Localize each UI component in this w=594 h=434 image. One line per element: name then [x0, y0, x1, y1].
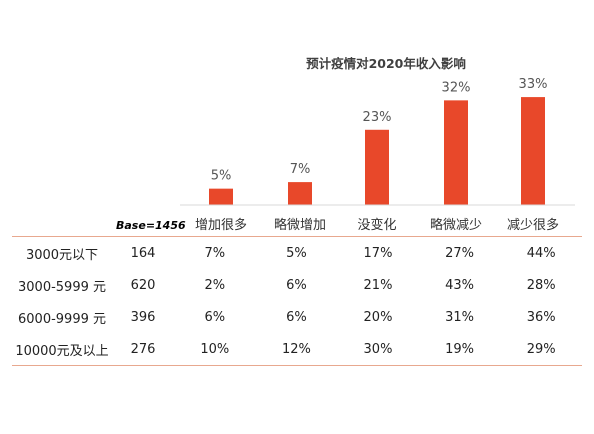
- bar-value-label: 5%: [211, 169, 232, 184]
- bar-3: [365, 129, 389, 205]
- table-cell: 6%: [204, 309, 226, 325]
- income-range: 3000-5999 元: [18, 279, 106, 295]
- income-table: 3000元以下 164 7% 5% 17% 27% 44% 3000-5999 元 620 2% 6…: [12, 236, 582, 366]
- table-cell: 43%: [445, 277, 475, 293]
- table-cell: 12%: [255, 333, 338, 366]
- sample-size: 164: [112, 236, 174, 269]
- income-range: 10000元及以上: [12, 333, 112, 366]
- table-cell: 17%: [337, 236, 419, 269]
- category-label: 增加很多: [195, 217, 247, 233]
- sample-size: 620: [130, 277, 156, 293]
- bar-1: [209, 188, 233, 205]
- table-cell: 44%: [500, 236, 582, 269]
- table-cell: 30%: [337, 333, 419, 366]
- table-row: 3000-5999 元 620 2% 6% 21% 43% 28%: [12, 269, 582, 301]
- category-label: 减少很多: [507, 217, 559, 233]
- bar-group: 5% 增加很多 7% 略微增加 23% 没变化 32% 略微减少 33% 减少很多: [195, 77, 559, 233]
- category-label: 略微增加: [274, 217, 326, 233]
- bar-value-label: 32%: [442, 80, 471, 95]
- table-row: 10000元及以上 276 10% 12% 30% 19% 29%: [12, 333, 582, 366]
- table-cell: 7%: [174, 236, 256, 269]
- table-row: 6000-9999 元 396 6% 6% 20% 31% 36%: [12, 301, 582, 333]
- table-cell: 6%: [286, 309, 307, 325]
- bar-value-label: 23%: [363, 110, 392, 125]
- table-cell: 27%: [418, 236, 501, 269]
- table-cell: 36%: [526, 309, 556, 325]
- table-row: 3000元以下 164 7% 5% 17% 27% 44%: [12, 236, 582, 269]
- table-cell: 21%: [363, 277, 393, 293]
- bar-4: [444, 100, 468, 205]
- bar-value-label: 33%: [519, 77, 548, 92]
- sample-size: 396: [130, 309, 156, 325]
- table-cell: 10%: [174, 333, 256, 366]
- table-cell: 31%: [445, 309, 475, 325]
- table-cell: 6%: [286, 277, 307, 293]
- table-cell: 5%: [255, 236, 338, 269]
- income-range: 3000元以下: [12, 236, 112, 269]
- bar-5: [521, 97, 545, 205]
- bar-2: [288, 182, 312, 205]
- table-cell: 29%: [500, 333, 582, 366]
- bar-value-label: 7%: [290, 162, 311, 177]
- category-label: 没变化: [357, 217, 396, 233]
- chart-title: 预计疫情对2020年收入影响: [306, 56, 466, 71]
- base-label: Base=1456: [116, 219, 186, 232]
- table-cell: 2%: [204, 277, 226, 293]
- category-label: 略微减少: [430, 217, 482, 233]
- table-cell: 28%: [526, 277, 556, 293]
- sample-size: 276: [112, 333, 174, 366]
- table-cell: 20%: [363, 309, 393, 325]
- table-cell: 19%: [418, 333, 501, 366]
- bar-chart: 预计疫情对2020年收入影响 5% 增加很多 7% 略微增加 23% 没变化 32% 略微减少…: [116, 56, 575, 233]
- income-range: 6000-9999 元: [18, 311, 106, 327]
